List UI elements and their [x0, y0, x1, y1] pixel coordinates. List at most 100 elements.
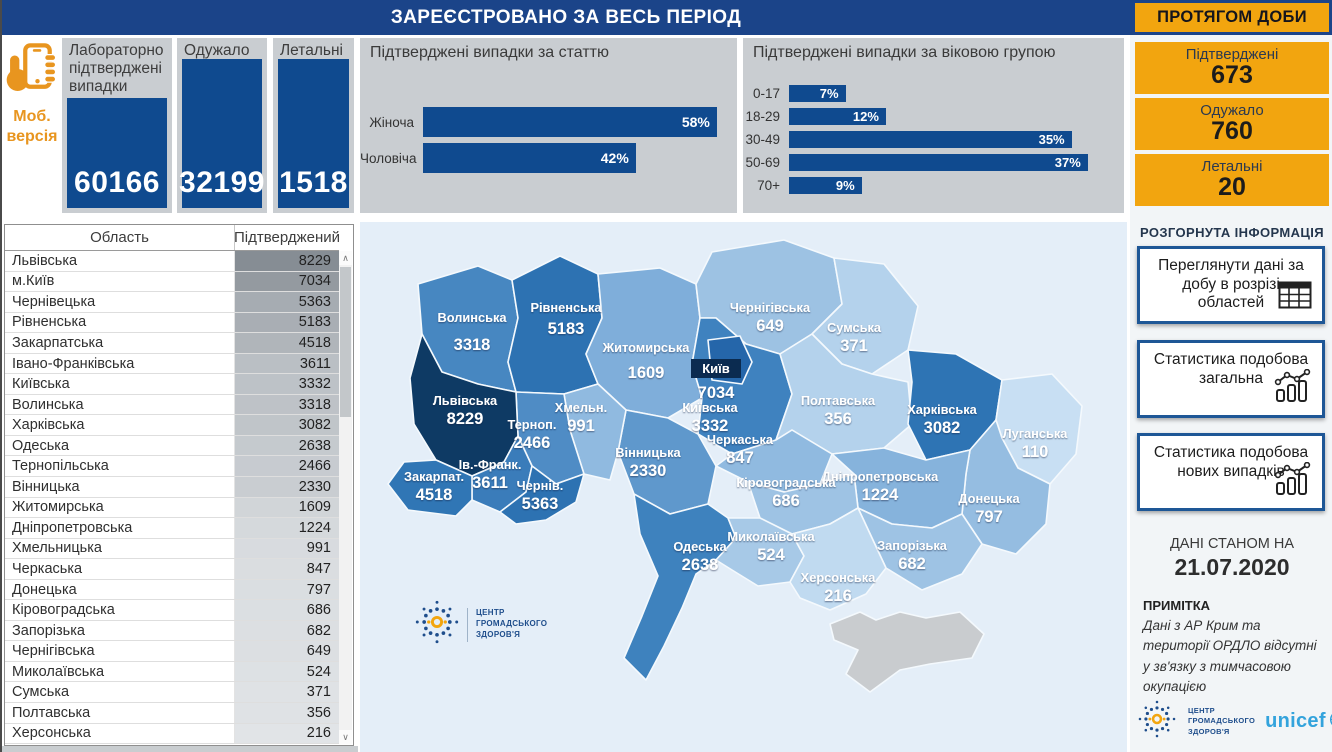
map-region-zakarpattia[interactable] — [387, 459, 473, 517]
map-region-label: Одеська — [673, 539, 727, 554]
table-row[interactable]: м.Київ 7034 — [5, 271, 339, 293]
map-region-label: Кіровоградська — [736, 475, 836, 490]
confirmed-value-cell: 3611 — [235, 353, 339, 374]
bar-row: 70+ 9% — [743, 177, 1112, 194]
table-row[interactable]: Полтавська 356 — [5, 703, 339, 724]
daily-info-panel: Підтверджені 673 Одужало 760 Летальні 20… — [1130, 35, 1332, 752]
bar-segment[interactable]: 9% — [789, 177, 862, 194]
kpi-title: Лабораторно підтверджені випадки — [69, 42, 164, 95]
scrollbar-thumb[interactable] — [340, 267, 351, 417]
map-region-odesa[interactable] — [623, 493, 737, 681]
table-row[interactable]: Херсонська 216 — [5, 723, 339, 745]
map-region-value: 682 — [898, 555, 926, 573]
bar-category-label: 30-49 — [745, 132, 780, 147]
map-region-value: 2330 — [630, 462, 667, 480]
unicef-globe-icon — [1329, 710, 1332, 734]
map-region-value: 3082 — [924, 419, 961, 437]
map-region-chernivtsi[interactable] — [499, 465, 585, 525]
bar-segment[interactable]: 42% — [423, 143, 636, 173]
daily-card-value: 673 — [1211, 61, 1253, 89]
table-row[interactable]: Волинська 3318 — [5, 394, 339, 416]
table-row[interactable]: Вінницька 2330 — [5, 477, 339, 498]
table-row[interactable]: Донецька 797 — [5, 579, 339, 601]
map-region-kherson[interactable] — [789, 507, 887, 611]
table-row[interactable]: Житомирська 1609 — [5, 497, 339, 519]
scroll-down-icon[interactable]: ∨ — [339, 730, 352, 744]
table-row[interactable]: Запорізька 682 — [5, 620, 339, 642]
footer-logos: ЦЕНТР ГРОМАДСЬКОГО ЗДОРОВ'Я unicef — [1138, 700, 1332, 743]
region-name-cell: Сумська — [5, 682, 235, 703]
scroll-up-icon[interactable]: ∧ — [339, 251, 352, 265]
map-region-label: Хмельн. — [555, 400, 607, 415]
button-daily-by-region[interactable]: Переглянути дані за добу в розрізі облас… — [1137, 246, 1325, 324]
confirmed-value-cell: 1224 — [235, 518, 339, 538]
map-region-value: 8229 — [447, 410, 484, 428]
region-name-cell: Чернігівська — [5, 641, 235, 661]
button-daily-stats-new-cases[interactable]: Статистика подобова нових випадків — [1137, 433, 1325, 511]
table-row[interactable]: Хмельницька 991 — [5, 538, 339, 560]
kpi-title: Одужало — [184, 42, 250, 59]
button-daily-stats-total[interactable]: Статистика подобова загальна — [1137, 340, 1325, 418]
table-row[interactable]: Сумська 371 — [5, 682, 339, 704]
map-region-label: Львівська — [433, 393, 498, 408]
mobile-version-link[interactable]: Моб. версія — [4, 40, 60, 212]
bar-row: Чоловіча 42% — [360, 143, 727, 173]
map-region-label: Дніпропетровська — [822, 469, 939, 484]
map-region-label: Черкаська — [707, 432, 774, 447]
bar-segment[interactable]: 7% — [789, 85, 846, 102]
table-row[interactable]: Львівська 8229 — [5, 251, 339, 272]
map-region-label: Луганська — [1003, 426, 1069, 441]
table-row[interactable]: Чернігівська 649 — [5, 641, 339, 662]
map-region-value: 797 — [975, 508, 1003, 526]
column-header-confirmed[interactable]: Підтверджений — [233, 229, 341, 246]
map-region-label: Харківська — [907, 402, 977, 417]
map-region-label: Волинська — [438, 310, 508, 325]
map-region-mykolaiv[interactable] — [715, 517, 805, 587]
map-region-value: 371 — [840, 337, 868, 355]
table-row[interactable]: Тернопільська 2466 — [5, 456, 339, 478]
region-name-cell: Запорізька — [5, 620, 235, 641]
table-row[interactable]: Рівненська 5183 — [5, 312, 339, 334]
confirmed-value-cell: 5183 — [235, 312, 339, 333]
table-row[interactable]: Дніпропетровська 1224 — [5, 518, 339, 539]
table-row[interactable]: Харківська 3082 — [5, 415, 339, 436]
map-region-value: 3611 — [472, 474, 508, 492]
map-region-value: 1609 — [628, 364, 665, 382]
table-row[interactable]: Кіровоградська 686 — [5, 600, 339, 621]
table-row[interactable]: Чернівецька 5363 — [5, 292, 339, 313]
table-row[interactable]: Київська 3332 — [5, 374, 339, 395]
column-header-region[interactable]: Область — [5, 225, 235, 250]
map-region-label: Миколаївська — [727, 529, 815, 544]
map-region-zhytomyr[interactable] — [585, 267, 703, 419]
table-scrollbar[interactable]: ∧ ∨ — [339, 251, 352, 744]
age-chart-card: Підтверджені випадки за віковою групою 0… — [743, 38, 1124, 213]
data-as-of-date: 21.07.2020 — [1174, 554, 1290, 580]
region-name-cell: Львівська — [5, 251, 235, 271]
mobile-phone-hand-icon — [5, 43, 59, 102]
map-region-value: 3318 — [454, 336, 491, 354]
bar-segment[interactable]: 35% — [789, 131, 1072, 148]
map-region-crimea[interactable] — [829, 611, 985, 693]
bar-row: Жіноча 58% — [360, 107, 727, 137]
region-name-cell: Івано-Франківська — [5, 353, 235, 374]
table-row[interactable]: Черкаська 847 — [5, 559, 339, 580]
map-region-value: 524 — [757, 546, 785, 564]
bar-segment[interactable]: 58% — [423, 107, 717, 137]
table-row[interactable]: Закарпатська 4518 — [5, 333, 339, 354]
daily-card-recovered: Одужало 760 — [1135, 98, 1329, 150]
bar-segment[interactable]: 37% — [789, 154, 1088, 171]
region-name-cell: Вінницька — [5, 477, 235, 497]
table-row[interactable]: Миколаївська 524 — [5, 661, 339, 683]
region-name-cell: Чернівецька — [5, 292, 235, 312]
daily-panel-title: ПРОТЯГОМ ДОБИ — [1135, 3, 1329, 32]
confirmed-value-cell: 2638 — [235, 435, 339, 456]
phc-logo-text: ЦЕНТР ГРОМАДСЬКОГО ЗДОРОВ'Я — [1188, 706, 1256, 736]
map-region-label: Чернів. — [517, 478, 564, 493]
confirmed-value-cell: 524 — [235, 661, 339, 682]
bar-segment[interactable]: 12% — [789, 108, 886, 125]
region-name-cell: м.Київ — [5, 271, 235, 292]
table-row[interactable]: Одеська 2638 — [5, 435, 339, 457]
bar-track: 42% — [423, 143, 727, 173]
table-row[interactable]: Івано-Франківська 3611 — [5, 353, 339, 375]
